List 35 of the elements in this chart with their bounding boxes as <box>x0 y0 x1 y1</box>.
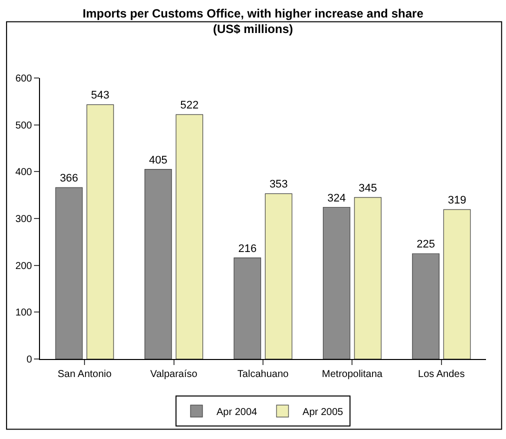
data-label: 522 <box>180 100 199 112</box>
y-tick-label: 600 <box>15 74 32 84</box>
data-label: 405 <box>149 154 168 166</box>
y-tick-label: 200 <box>15 260 32 272</box>
data-label: 216 <box>238 242 257 255</box>
data-label: 225 <box>416 238 435 251</box>
legend-label: Apr 2004 <box>216 406 258 418</box>
legend-label: Apr 2005 <box>302 406 344 418</box>
y-tick-label: 500 <box>15 120 32 132</box>
data-label: 324 <box>327 192 346 204</box>
bar <box>55 187 83 359</box>
data-label: 319 <box>448 194 466 207</box>
bar <box>234 258 262 359</box>
y-tick-label: 300 <box>15 214 32 225</box>
bar <box>354 197 382 359</box>
x-tick-label: Talcahuano <box>237 369 290 380</box>
data-label: 353 <box>269 178 288 191</box>
x-tick-label: Metropolitana <box>322 369 383 380</box>
x-tick-label: Los Andes <box>418 369 465 380</box>
x-tick-label: Valparaíso <box>150 369 198 380</box>
bar <box>264 193 292 359</box>
bar <box>443 209 471 359</box>
bar <box>144 169 172 359</box>
bar <box>86 104 114 359</box>
data-label: 366 <box>60 172 78 185</box>
y-tick-label: 100 <box>15 308 32 319</box>
data-label: 345 <box>358 182 377 194</box>
bar <box>322 206 350 359</box>
x-tick-label: San Antonio <box>58 369 112 380</box>
bar <box>176 114 204 359</box>
chart-title: Imports per Customs Office, with higher increase and share (US$ millions) <box>82 6 424 36</box>
data-label: 543 <box>91 90 110 102</box>
bar <box>412 253 440 359</box>
y-tick-label: 400 <box>15 167 32 178</box>
y-tick-label: 0 <box>26 354 32 366</box>
